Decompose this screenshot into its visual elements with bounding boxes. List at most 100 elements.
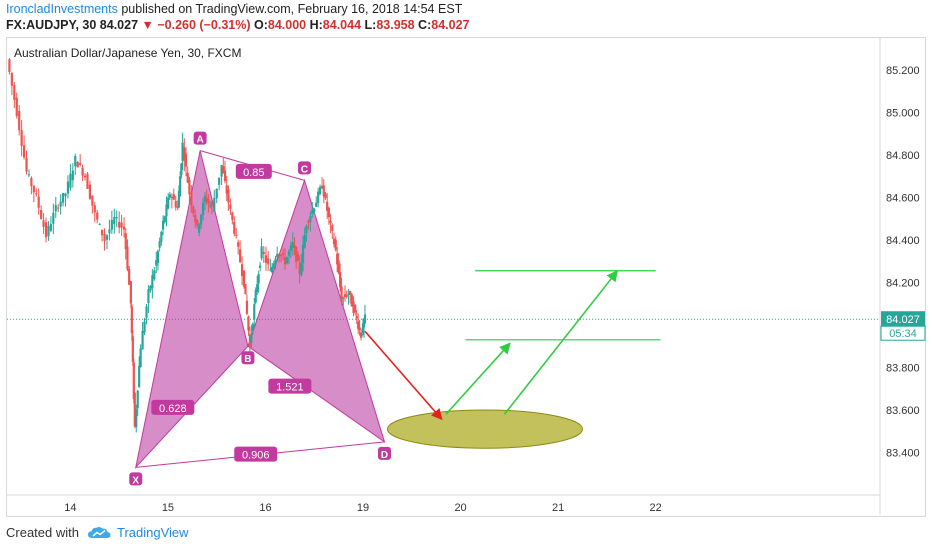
- candle-body: [37, 196, 40, 208]
- change-text: −0.260 (−0.31%): [157, 18, 251, 32]
- candle-body: [272, 263, 275, 268]
- ratio-label-badge: [151, 399, 195, 415]
- candle-body: [264, 255, 268, 263]
- close-value: 84.027: [431, 18, 470, 32]
- candle-body: [324, 193, 327, 199]
- candle-body: [59, 201, 62, 207]
- y-tick-label: 83.600: [886, 405, 920, 417]
- candle-body: [165, 204, 168, 217]
- candle-body: [244, 284, 247, 295]
- candle-body: [340, 286, 343, 303]
- pattern-point-c: C: [301, 164, 308, 175]
- candle-body: [143, 321, 146, 333]
- tradingview-brand[interactable]: TradingView: [116, 525, 189, 540]
- candle-body: [352, 301, 355, 314]
- ratio-label-badge: [235, 163, 272, 179]
- candle-body: [207, 199, 210, 204]
- candle-body: [147, 289, 150, 304]
- y-tick-label: 85.000: [886, 107, 920, 119]
- candle-body: [128, 269, 131, 285]
- candle-body: [300, 262, 303, 276]
- candle-body: [248, 334, 251, 346]
- candle-body: [15, 97, 18, 116]
- x-tick-label: 16: [259, 502, 271, 514]
- green-projection-arrow: [445, 342, 511, 415]
- candle-body: [196, 220, 199, 226]
- footer: Created with TradingView: [6, 525, 189, 540]
- y-tick-label: 83.400: [886, 447, 920, 459]
- low-value: 83.958: [376, 18, 415, 32]
- candle-body: [322, 185, 325, 197]
- chart-title: Australian Dollar/Japanese Yen, 30, FXCM: [14, 46, 241, 60]
- candle-body: [108, 229, 111, 234]
- candle-body: [151, 275, 154, 289]
- candle-body: [57, 207, 60, 209]
- candle-body: [245, 300, 249, 314]
- candle-body: [307, 221, 310, 223]
- pattern-point-d: D: [381, 450, 388, 461]
- y-tick-label: 84.600: [886, 192, 920, 204]
- candle-body: [133, 392, 136, 427]
- candle-body: [311, 210, 314, 214]
- x-tick-label: 15: [162, 502, 174, 514]
- candle-body: [350, 294, 353, 307]
- candle-body: [149, 285, 152, 291]
- candle-body: [177, 190, 181, 208]
- publish-line: IroncladInvestments published on Trading…: [6, 2, 462, 16]
- candle-body: [181, 142, 184, 161]
- candle-body: [66, 181, 70, 194]
- candle-body: [183, 147, 186, 161]
- candle-body: [222, 166, 225, 173]
- y-tick-label: 84.800: [886, 150, 920, 162]
- candle-body: [132, 362, 135, 399]
- candle-body: [201, 202, 205, 215]
- candle-body: [139, 348, 142, 368]
- candle-body: [71, 170, 74, 181]
- author-link[interactable]: IroncladInvestments: [6, 2, 118, 16]
- open-value: 84.000: [267, 18, 307, 32]
- open-label: O:: [253, 18, 268, 32]
- candle-body: [336, 253, 339, 265]
- candle-body: [64, 193, 67, 197]
- candle-body: [253, 304, 256, 320]
- candle-body: [223, 170, 227, 182]
- ratio-label: 0.906: [242, 450, 270, 462]
- ratio-label: 0.628: [159, 403, 187, 415]
- candle-body: [215, 188, 218, 199]
- candle-body: [54, 204, 57, 212]
- candle-body: [120, 222, 123, 228]
- candle-body: [135, 408, 138, 428]
- candle-body: [276, 253, 279, 258]
- symbol-name: FX:AUDJPY, 30: [6, 18, 97, 32]
- x-tick-label: 19: [357, 502, 369, 514]
- candle-body: [13, 85, 16, 100]
- candle-body: [329, 220, 332, 223]
- pattern-point-badge: [129, 472, 143, 486]
- candle-body: [218, 177, 221, 185]
- candle-body: [362, 320, 366, 328]
- candle-body: [326, 201, 329, 211]
- countdown-label: 05:34: [889, 328, 917, 340]
- high-label: H:: [309, 18, 323, 32]
- candle-body: [293, 245, 296, 248]
- candle-body: [303, 234, 306, 248]
- candle-body: [27, 174, 31, 176]
- candle-body: [22, 145, 26, 158]
- candle-body: [145, 306, 148, 318]
- candle-body: [309, 216, 312, 222]
- candle-body: [347, 293, 350, 295]
- candle-body: [278, 254, 281, 257]
- y-tick-label: 85.200: [886, 65, 920, 77]
- candle-body: [170, 196, 173, 199]
- pattern-point-badge: [377, 446, 391, 460]
- change-arrow-icon: ▼: [141, 18, 154, 32]
- candle-body: [25, 157, 28, 172]
- candle-body: [301, 244, 305, 263]
- candle-body: [131, 336, 134, 362]
- high-value: 84.044: [322, 18, 362, 32]
- candle-body: [194, 215, 197, 223]
- candle-body: [334, 239, 337, 250]
- green-projection-arrow: [503, 270, 619, 415]
- created-with-text: Created with: [6, 525, 79, 540]
